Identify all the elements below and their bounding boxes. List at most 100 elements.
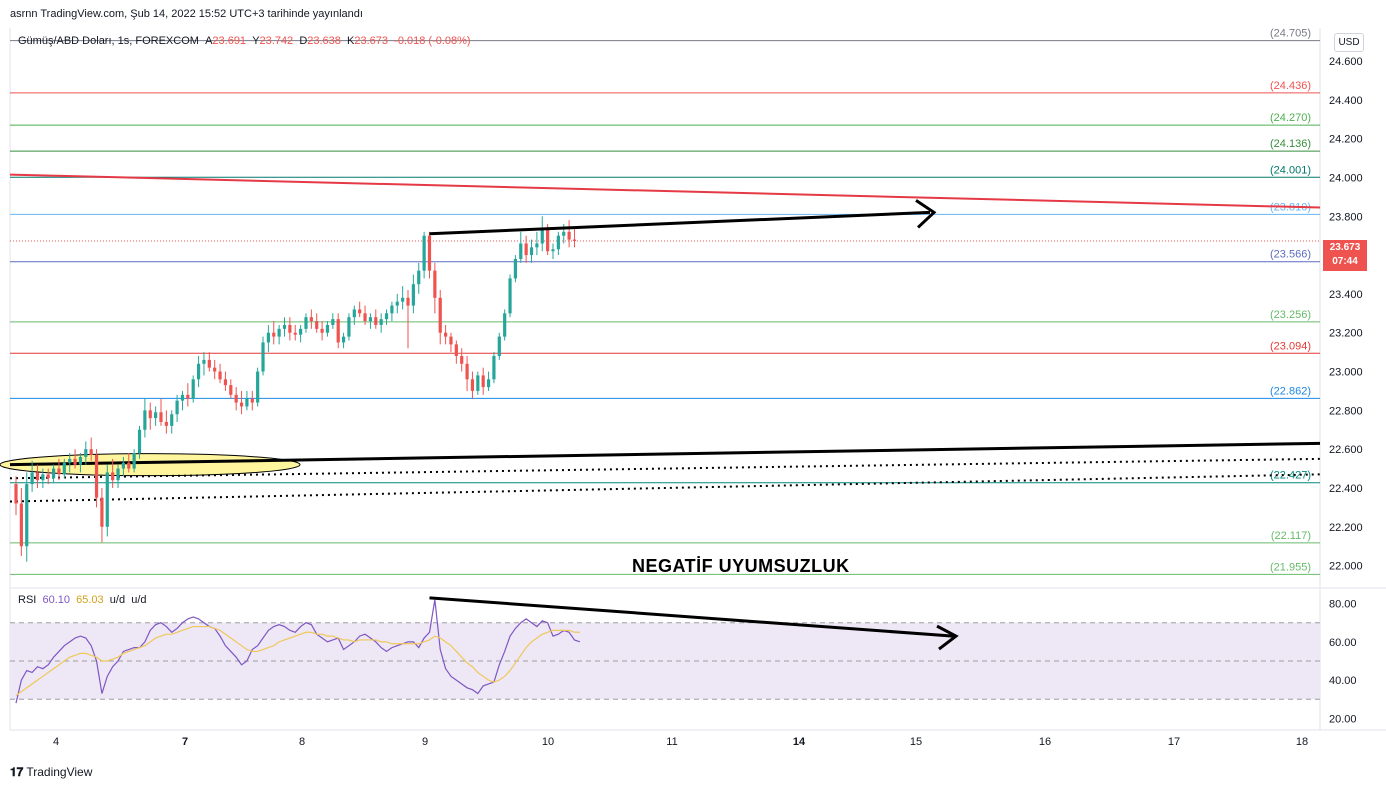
candle-body	[170, 414, 174, 426]
rsi-tick-label: 20.00	[1329, 713, 1357, 725]
price-tick-label: 24.600	[1329, 56, 1363, 68]
trendline-support	[9, 441, 1321, 467]
candle-body	[94, 454, 99, 498]
price-tick-label: 24.000	[1329, 172, 1363, 184]
candle-body	[148, 410, 152, 419]
rsi-arrowhead	[936, 624, 959, 651]
trendline-support-dotted-2	[9, 473, 1321, 503]
time-tick-label: 9	[422, 736, 428, 748]
candle-body	[41, 474, 45, 481]
currency-button[interactable]: USD	[1334, 33, 1364, 52]
candle-body	[336, 319, 340, 343]
candle-body	[25, 484, 29, 547]
candle-body	[239, 402, 244, 407]
level-label: (22.862)	[1270, 385, 1311, 397]
rsi-tick-label: 60.00	[1329, 637, 1357, 649]
price-tick-label: 24.200	[1329, 134, 1363, 146]
low-label: D	[299, 35, 308, 47]
bar-countdown: 07:44	[1332, 256, 1358, 267]
trendline-resistance	[9, 173, 1321, 209]
level-label: (21.955)	[1270, 561, 1311, 573]
candle-body	[186, 394, 190, 399]
price-tick-label: 24.400	[1329, 95, 1363, 107]
candle-body	[427, 235, 432, 271]
price-tick-label: 23.800	[1329, 211, 1363, 223]
candle-body	[315, 321, 319, 329]
candle-body	[100, 497, 104, 527]
rsi-divergence-line	[429, 596, 954, 638]
rsi-value: 60.10	[42, 594, 70, 606]
candle-body	[325, 324, 330, 333]
candle-body	[374, 317, 378, 325]
candle-body	[207, 359, 211, 368]
candle-body	[406, 297, 410, 306]
candle-body	[476, 375, 480, 391]
level-label: (24.436)	[1270, 80, 1311, 92]
low-value: 23.638	[307, 35, 341, 47]
candle-body	[529, 247, 534, 256]
price-tick-label: 22.600	[1329, 444, 1363, 456]
level-label: (24.270)	[1270, 112, 1311, 124]
price-tick-label: 23.200	[1329, 328, 1363, 340]
candle-body	[524, 243, 528, 256]
candle-body	[14, 484, 18, 504]
divergence-annotation: NEGATİF UYUMSUZLUK	[632, 556, 850, 576]
candle-body	[266, 332, 270, 343]
symbol-name: Gümüş/ABD Doları, 1s, FOREXCOM	[18, 35, 199, 47]
candle-body	[347, 317, 351, 337]
candle-body	[486, 379, 491, 388]
time-tick-label: 11	[666, 736, 677, 748]
candle-body	[513, 258, 518, 279]
candle-body	[282, 324, 287, 329]
candle-body	[497, 336, 501, 357]
rsi-ma-line	[15, 625, 580, 696]
rsi-legend: RSI 60.10 65.03 u/d u/d	[18, 594, 147, 606]
candle-body	[89, 449, 93, 455]
candle-body	[508, 278, 512, 314]
publish-header: asrnn TradingView.com, Şub 14, 2022 15:5…	[10, 8, 363, 20]
open-value: 23.691	[212, 35, 247, 47]
trendline-support-dotted-1	[9, 457, 1321, 480]
candle-body	[363, 313, 367, 322]
candle-body	[229, 385, 233, 395]
candle-body	[19, 503, 23, 547]
candle-body	[470, 379, 475, 391]
candle-body	[546, 227, 550, 252]
candle-body	[358, 309, 362, 314]
candle-body	[395, 301, 399, 306]
candle-body	[390, 305, 394, 314]
candle-body	[562, 231, 566, 236]
candle-body	[379, 319, 383, 325]
level-label: (22.117)	[1271, 530, 1311, 542]
symbol-legend: Gümüş/ABD Doları, 1s, FOREXCOM A23.691 Y…	[18, 35, 471, 47]
candle-body	[223, 379, 228, 386]
candle-body	[105, 472, 109, 527]
time-tick-label: 18	[1296, 736, 1308, 748]
candle-body	[68, 458, 72, 463]
candle-body	[196, 363, 201, 380]
level-label: (24.136)	[1270, 138, 1311, 150]
candles-group	[14, 216, 577, 562]
candle-body	[481, 375, 485, 388]
candle-body	[175, 400, 179, 415]
candle-body	[35, 472, 40, 481]
candle-body	[51, 468, 56, 479]
candle-body	[73, 458, 77, 465]
candle-body	[272, 332, 276, 337]
rsi-tick-label: 40.00	[1329, 675, 1357, 687]
candle-body	[331, 319, 335, 325]
high-value: 23.742	[259, 35, 294, 47]
time-tick-label: 15	[910, 736, 922, 748]
tradingview-logo[interactable]: 𝟏𝟕 TradingView	[10, 765, 92, 780]
candle-body	[234, 394, 238, 403]
candle-body	[116, 468, 120, 481]
candle-body	[304, 317, 308, 329]
candle-body	[137, 429, 142, 454]
price-tick-label: 22.200	[1329, 522, 1363, 534]
candle-body	[127, 462, 131, 469]
candle-body	[245, 398, 249, 407]
close-label: K	[347, 35, 355, 47]
candle-body	[261, 342, 265, 372]
candle-body	[143, 410, 147, 430]
